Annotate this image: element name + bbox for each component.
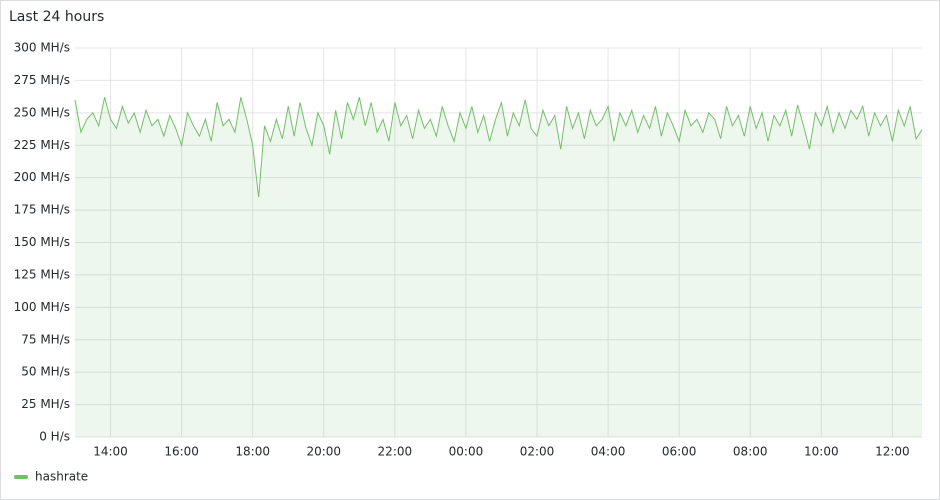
y-tick-label: 300 MH/s [14, 41, 70, 55]
x-tick-label: 04:00 [591, 445, 626, 459]
series-line [74, 97, 923, 198]
x-tick-label: 02:00 [520, 445, 555, 459]
x-tick-label: 06:00 [662, 445, 697, 459]
x-tick-label: 10:00 [804, 445, 839, 459]
x-tick-label: 22:00 [378, 445, 413, 459]
area-fill [75, 97, 922, 438]
y-tick-label: 75 MH/s [21, 332, 70, 346]
x-tick-label: 08:00 [733, 445, 768, 459]
y-tick-label: 150 MH/s [14, 235, 70, 249]
y-tick-label: 125 MH/s [14, 267, 70, 281]
x-tick-label: 20:00 [306, 445, 341, 459]
y-tick-label: 175 MH/s [14, 203, 70, 217]
panel-title: Last 24 hours [9, 9, 104, 25]
y-tick-label: 225 MH/s [14, 138, 70, 152]
y-tick-label: 275 MH/s [14, 73, 70, 87]
legend-swatch [14, 475, 28, 479]
y-tick-label: 100 MH/s [14, 300, 70, 314]
x-tick-label: 18:00 [235, 445, 270, 459]
y-tick-label: 50 MH/s [21, 365, 70, 379]
x-tick-label: 16:00 [164, 445, 199, 459]
x-tick-label: 00:00 [449, 445, 484, 459]
x-tick-label: 14:00 [93, 445, 128, 459]
x-tick-label: 12:00 [875, 445, 910, 459]
legend-label: hashrate [35, 470, 88, 484]
y-tick-label: 250 MH/s [14, 105, 70, 119]
y-tick-label: 0 H/s [39, 430, 70, 444]
y-tick-label: 200 MH/s [14, 170, 70, 184]
y-tick-label: 25 MH/s [21, 397, 70, 411]
